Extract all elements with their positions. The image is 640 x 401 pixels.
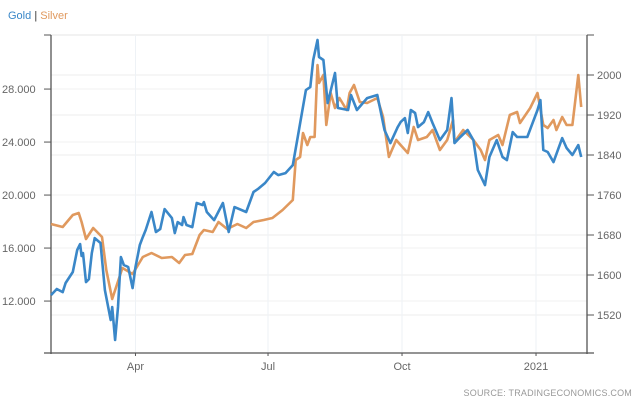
right-tick-label: 2000 (597, 70, 621, 82)
legend-gold[interactable]: Gold (8, 10, 32, 22)
left-tick-label: 28.000 (2, 84, 36, 96)
source-label: SOURCE: TRADINGECONOMICS.COM (463, 388, 632, 398)
left-tick-label: 20.000 (2, 190, 36, 202)
left-tick-label: 24.000 (2, 137, 36, 149)
series-line-gold (50, 38, 583, 342)
x-tick-label: 2021 (524, 361, 548, 373)
right-tick-label: 1600 (597, 270, 621, 282)
legend: Gold | Silver (8, 10, 68, 22)
legend-separator: | (34, 10, 38, 22)
left-tick-label: 12.000 (2, 296, 36, 308)
right-tick-label: 1920 (597, 110, 621, 122)
right-tick-label: 1840 (597, 150, 621, 162)
right-tick-label: 1680 (597, 230, 621, 242)
x-tick-label: Jul (261, 361, 275, 373)
series-line-silver (50, 63, 583, 301)
left-tick-label: 16.000 (2, 243, 36, 255)
right-tick-label: 1760 (597, 190, 621, 202)
x-tick-label: Oct (393, 361, 410, 373)
x-tick-label: Apr (127, 361, 144, 373)
right-tick-label: 1520 (597, 310, 621, 322)
legend-silver[interactable]: Silver (40, 10, 68, 22)
